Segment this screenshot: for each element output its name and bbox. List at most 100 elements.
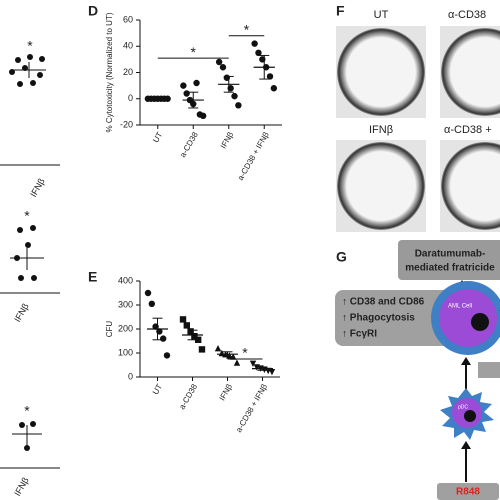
x-tick-label: a-CD38 <box>178 130 200 159</box>
y-tick-label: 40 <box>123 41 133 51</box>
effect: ↑ FcγRI <box>342 329 377 340</box>
arrow-head <box>461 357 471 365</box>
y-tick-label: 60 <box>123 14 133 24</box>
data-point <box>18 275 24 281</box>
data-point <box>193 79 200 87</box>
nucleus <box>471 313 489 331</box>
well <box>337 142 425 230</box>
well-label: IFNβ <box>369 124 393 136</box>
data-point <box>39 56 45 62</box>
significance: * <box>24 403 30 419</box>
data-point <box>183 90 190 97</box>
data-point <box>17 227 23 233</box>
outcome-box <box>398 240 500 280</box>
x-tick-label: UT <box>151 130 164 144</box>
panel-letter: E <box>88 269 97 285</box>
aml-cell-body <box>439 289 497 347</box>
data-point <box>163 352 171 359</box>
effects-box <box>335 290 455 346</box>
data-point <box>255 49 262 57</box>
data-point <box>179 316 187 323</box>
panel-letter: G <box>336 249 347 265</box>
category-label: IFNβ <box>28 177 47 199</box>
data-point <box>159 335 167 342</box>
y-tick-label: 0 <box>128 93 133 103</box>
data-point <box>180 82 187 89</box>
data-point <box>219 64 227 71</box>
panel-f: F UT α-CD38 IFNβ α-CD38 + <box>336 3 500 232</box>
data-point <box>19 422 25 428</box>
data-point <box>233 359 241 366</box>
data-point <box>30 225 36 231</box>
data-point <box>266 73 274 80</box>
y-tick-label: -20 <box>120 119 133 129</box>
y-tick-label: 200 <box>118 323 133 333</box>
x-tick-label: a-CD38 <box>177 382 199 411</box>
nucleus <box>464 410 476 422</box>
data-point <box>194 336 202 343</box>
well-label: α-CD38 <box>448 9 486 21</box>
data-point <box>251 40 258 47</box>
x-tick-label: IFNβ <box>218 382 235 402</box>
data-point <box>31 275 37 281</box>
data-point <box>235 102 242 109</box>
y-axis-label: CFU <box>105 321 114 338</box>
data-point <box>15 57 21 63</box>
x-tick-label: a-CD38 + IFNβ <box>236 130 271 182</box>
box-text: Daratumumab- <box>415 249 486 260</box>
data-point <box>215 58 223 66</box>
data-point <box>148 300 156 307</box>
box-text: mediated fratricide <box>405 263 495 274</box>
data-point <box>30 421 36 427</box>
category-label: IFNβ <box>12 476 31 498</box>
data-point <box>198 346 206 353</box>
data-point <box>231 92 238 100</box>
well-label: UT <box>374 9 389 21</box>
well <box>337 28 425 116</box>
data-point <box>144 289 152 297</box>
y-tick-label: 400 <box>118 275 133 285</box>
data-point <box>199 112 207 120</box>
data-point <box>37 72 43 78</box>
y-tick-label: 100 <box>118 347 133 357</box>
data-point <box>229 353 237 360</box>
data-point <box>30 80 36 86</box>
significance: * <box>27 38 33 54</box>
data-point <box>27 54 33 60</box>
data-point <box>183 322 191 329</box>
category-label: IFNβ <box>12 302 31 324</box>
data-point <box>191 333 198 340</box>
x-tick-label: a-CD38 + IFNβ <box>234 382 269 434</box>
data-point <box>268 369 276 376</box>
panel-letter: D <box>88 3 98 19</box>
significance: * <box>244 21 250 37</box>
data-point <box>187 328 194 335</box>
arrow-head <box>461 441 471 449</box>
y-tick-label: 0 <box>128 371 133 381</box>
data-point <box>214 345 222 352</box>
well <box>441 28 500 116</box>
x-tick-label: IFNβ <box>219 130 236 150</box>
cell-label: pDC <box>458 404 468 410</box>
panel-letter: F <box>336 3 345 19</box>
data-point <box>24 445 30 451</box>
data-point <box>25 242 31 248</box>
y-axis-label: % Cytotoxicity (Normalized to UT) <box>105 12 114 132</box>
left-panel: * IFNβ * IFNβ * IFNβ <box>0 38 60 498</box>
significance: * <box>24 208 30 224</box>
y-tick-label: 20 <box>123 67 133 77</box>
cell-label: AML Cell <box>448 304 472 310</box>
box-partial <box>478 362 500 378</box>
charts: D % Cytotoxicity (Normalized to UT) -20 0 20… <box>88 3 282 434</box>
x-tick-label: UT <box>151 382 164 396</box>
y-tick-label: 300 <box>118 299 133 309</box>
well-label: α-CD38 + <box>444 124 492 136</box>
data-point <box>17 81 23 87</box>
well <box>441 142 500 230</box>
stimulus: R848 <box>456 487 480 498</box>
data-point <box>270 85 278 92</box>
significance: * <box>242 345 248 361</box>
effect: ↑ CD38 and CD86 <box>342 297 425 308</box>
stimulus-box <box>437 483 499 500</box>
